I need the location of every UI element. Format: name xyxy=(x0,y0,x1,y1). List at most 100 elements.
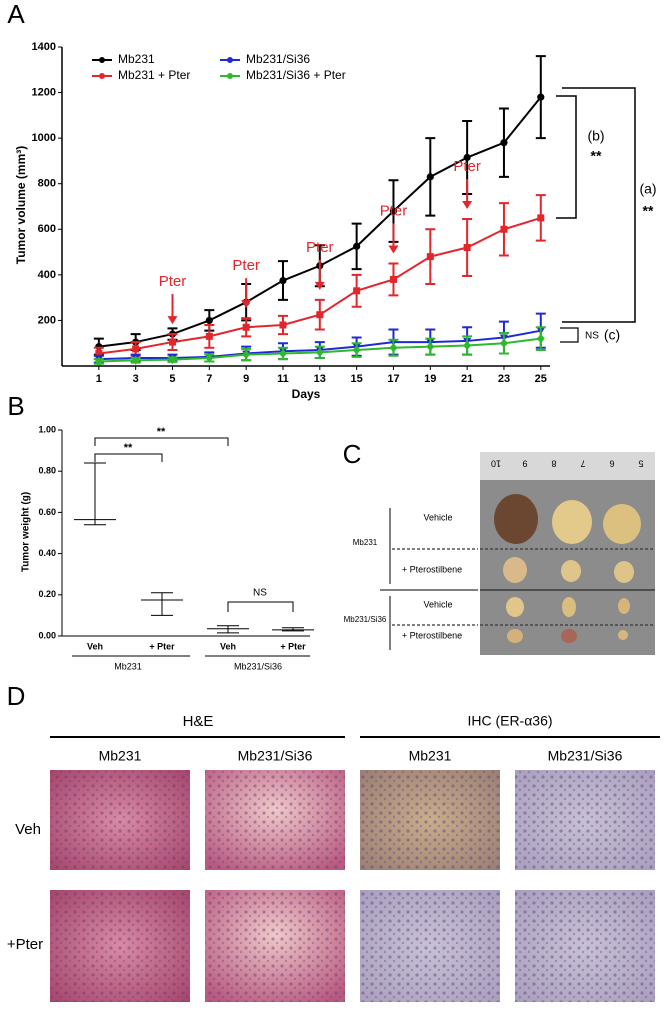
point xyxy=(95,349,103,357)
y-tick-label: 0.40 xyxy=(38,548,56,558)
point xyxy=(426,253,434,261)
panel-label: C xyxy=(343,439,362,469)
point xyxy=(537,214,545,222)
point xyxy=(426,173,434,181)
treatment-label: + Pterostilbene xyxy=(402,564,462,574)
x-tick-label: 13 xyxy=(314,373,326,385)
arrow-label: Pter xyxy=(306,239,334,256)
point xyxy=(94,356,103,366)
x-tick-label: 23 xyxy=(498,373,510,385)
y-tick-label: 1000 xyxy=(32,132,56,144)
section-header: H&E xyxy=(183,713,214,730)
point xyxy=(132,345,140,353)
point xyxy=(352,345,361,355)
y-axis-label: Tumor volume (mm³) xyxy=(14,146,28,264)
point xyxy=(316,311,324,319)
bracket xyxy=(560,327,579,343)
point xyxy=(499,338,508,348)
y-tick-label: 0.00 xyxy=(38,630,56,640)
point xyxy=(463,340,472,350)
treatment-label: Vehicle xyxy=(423,512,452,522)
point xyxy=(242,323,250,331)
arrow-head xyxy=(462,201,473,210)
x-tick-label: 19 xyxy=(424,373,436,385)
legend-label: Mb231/Si36 xyxy=(246,52,310,66)
arrow-label: Pter xyxy=(453,158,481,175)
y-tick-label: 1400 xyxy=(32,41,56,53)
ruler-label: 6 xyxy=(609,459,614,469)
x-tick-label: 21 xyxy=(461,373,473,385)
annotation: (c) xyxy=(604,327,620,343)
treatment-label: Vehicle xyxy=(423,599,452,609)
point xyxy=(426,342,435,352)
point xyxy=(353,242,361,250)
bracket xyxy=(556,95,577,219)
ruler-label: 9 xyxy=(522,459,527,469)
bracket xyxy=(562,87,636,323)
column-label: Mb231 xyxy=(409,748,452,764)
x-tick-label: + Pter xyxy=(149,641,175,651)
x-tick-label: + Pter xyxy=(280,641,306,651)
annotation: (b) xyxy=(587,128,604,144)
legend-label: Mb231/Si36 + Pter xyxy=(246,68,346,82)
point xyxy=(389,275,397,283)
row-label: +Pter xyxy=(7,936,43,953)
group-label: Mb231/Si36 xyxy=(234,661,282,671)
x-tick-label: 1 xyxy=(96,373,102,385)
y-tick-label: 1.00 xyxy=(38,424,56,434)
row-label: Veh xyxy=(15,821,41,838)
point xyxy=(536,334,545,344)
point xyxy=(463,153,471,162)
point xyxy=(205,332,213,340)
x-tick-label: Veh xyxy=(220,641,236,651)
point xyxy=(500,225,508,233)
point xyxy=(279,321,287,329)
panel-label: D xyxy=(7,681,26,711)
point xyxy=(463,244,471,252)
treatment-label: + Pterostilbene xyxy=(402,630,462,640)
point xyxy=(389,343,398,353)
column-label: Mb231 xyxy=(99,748,142,764)
point xyxy=(205,316,213,325)
arrow-label: Pter xyxy=(159,273,187,290)
x-tick-label: 9 xyxy=(243,373,249,385)
arrow-label: Pter xyxy=(380,202,408,219)
sig-bracket xyxy=(94,453,163,462)
y-tick-label: 600 xyxy=(38,223,56,235)
annotation: NS xyxy=(585,331,599,342)
x-tick-label: 25 xyxy=(535,373,547,385)
group-label: Mb231 xyxy=(114,661,142,671)
y-tick-label: 800 xyxy=(38,178,56,190)
c-brackets xyxy=(380,508,478,650)
point xyxy=(389,207,398,215)
arrow-head xyxy=(314,281,325,290)
legend-marker xyxy=(227,57,233,63)
y-tick-label: 200 xyxy=(38,314,56,326)
arrow-head xyxy=(241,300,252,309)
y-tick-label: 400 xyxy=(38,269,56,281)
point xyxy=(168,338,176,346)
x-tick-label: 15 xyxy=(351,373,363,385)
point xyxy=(242,350,251,360)
group-label: Mb231/Si36 xyxy=(344,615,387,624)
legend-label: Mb231 + Pter xyxy=(118,68,190,82)
x-tick-label: 11 xyxy=(277,373,289,385)
sig-bracket xyxy=(227,601,294,612)
point xyxy=(279,276,287,285)
legend-marker xyxy=(227,73,233,79)
y-tick-label: 1200 xyxy=(32,86,56,98)
y-tick-label: 0.20 xyxy=(38,589,56,599)
x-tick-label: 17 xyxy=(387,373,399,385)
point xyxy=(131,355,140,365)
point xyxy=(537,93,545,101)
section-header: IHC (ER-α36) xyxy=(467,713,552,729)
point xyxy=(168,355,177,365)
arrow-head xyxy=(167,316,178,325)
point xyxy=(315,347,324,357)
ruler-label: 5 xyxy=(638,459,643,469)
panel-label: B xyxy=(7,391,24,421)
x-axis-label: Days xyxy=(292,387,321,401)
annotation: NS xyxy=(253,588,267,599)
tumor-photo xyxy=(480,452,655,655)
